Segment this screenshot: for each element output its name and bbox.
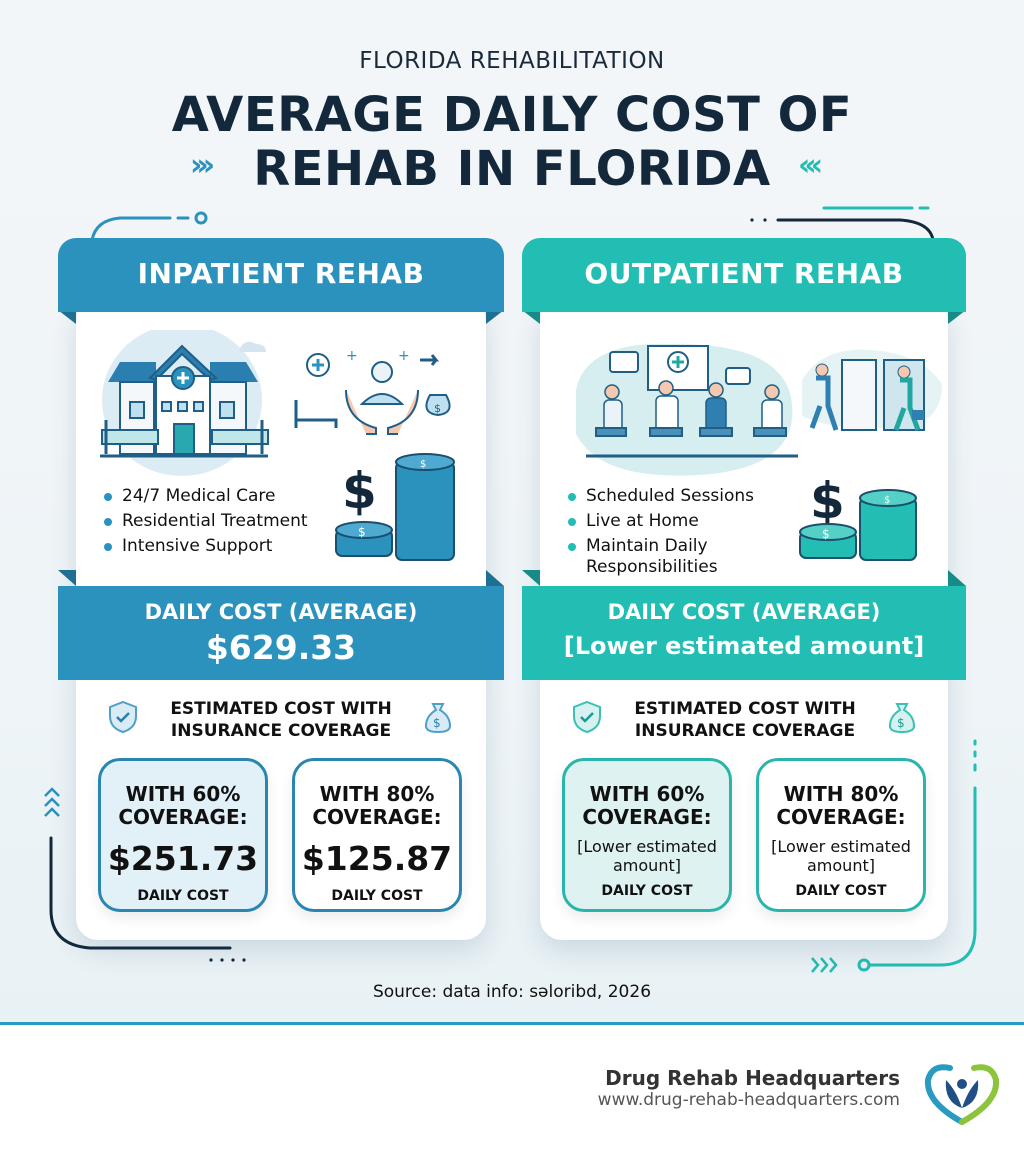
brand-block: Drug Rehab Headquarters www.drug-rehab-h… bbox=[598, 1066, 900, 1110]
coverage-label: COVERAGE: bbox=[312, 805, 442, 829]
insurance-section-title: ESTIMATED COST WITH INSURANCE COVERAGE bbox=[146, 698, 416, 742]
inpatient-title-banner: INPATIENT REHAB bbox=[58, 238, 504, 312]
coverage-caption: DAILY COST bbox=[331, 888, 423, 904]
coverage-caption: DAILY COST bbox=[137, 888, 229, 904]
coverage-caption: DAILY COST bbox=[795, 883, 887, 899]
coverage-amount: [Lower estimated amount] bbox=[577, 837, 717, 875]
inpatient-daily-cost-band: DAILY COST (AVERAGE) $629.33 bbox=[58, 586, 504, 680]
footer bbox=[0, 1025, 1024, 1154]
svg-text:$: $ bbox=[897, 716, 905, 730]
coverage-60-box: WITH 60% COVERAGE: $251.73 DAILY COST bbox=[98, 758, 268, 912]
outpatient-daily-cost-band: DAILY COST (AVERAGE) [Lower estimated am… bbox=[522, 586, 966, 680]
feature-item: Residential Treatment bbox=[104, 509, 308, 534]
coverage-amount: [Lower estimated amount] bbox=[771, 837, 911, 875]
ribbon-fold bbox=[58, 570, 76, 586]
coverage-label: COVERAGE: bbox=[582, 805, 712, 829]
coverage-60-box: WITH 60% COVERAGE: [Lower estimated amoun… bbox=[562, 758, 732, 912]
eyebrow-title: FLORIDA REHABILITATION bbox=[359, 48, 665, 74]
insurance-title-line2: INSURANCE COVERAGE bbox=[634, 721, 856, 741]
insurance-section-title: ESTIMATED COST WITH INSURANCE COVERAGE bbox=[610, 698, 880, 742]
svg-text:$: $ bbox=[342, 462, 377, 520]
coverage-label: COVERAGE: bbox=[776, 805, 906, 829]
ribbon-fold bbox=[948, 310, 966, 324]
ribbon-fold bbox=[522, 570, 540, 586]
svg-text:$: $ bbox=[433, 716, 441, 730]
page-title-line2: REHAB IN FLORIDA bbox=[253, 141, 771, 197]
footer-divider bbox=[0, 1022, 1024, 1025]
svg-text:$: $ bbox=[434, 402, 441, 415]
daily-cost-label: DAILY COST (AVERAGE) bbox=[144, 600, 418, 624]
coverage-amount: $251.73 bbox=[107, 839, 259, 878]
daily-cost-value: $629.33 bbox=[205, 628, 357, 667]
svg-text:+: + bbox=[346, 348, 358, 364]
coverage-caption: DAILY COST bbox=[601, 883, 693, 899]
insurance-title-line1: ESTIMATED COST WITH bbox=[170, 699, 392, 719]
inpatient-illustration: + + $ $ $ $ bbox=[100, 330, 455, 561]
outpatient-features-list: Scheduled Sessions Live at Home Maintain… bbox=[568, 484, 768, 578]
money-bag-icon: $ bbox=[424, 703, 452, 734]
brand-name: Drug Rehab Headquarters bbox=[605, 1066, 900, 1090]
feature-item: Scheduled Sessions bbox=[568, 484, 768, 509]
insurance-title-line1: ESTIMATED COST WITH bbox=[634, 699, 856, 719]
page-title-line1: AVERAGE DAILY COST OF bbox=[171, 87, 853, 143]
svg-text:$: $ bbox=[358, 525, 366, 539]
feature-item: 24/7 Medical Care bbox=[104, 484, 308, 509]
daily-cost-label: DAILY COST (AVERAGE) bbox=[607, 600, 881, 624]
coverage-label: WITH 80% bbox=[319, 782, 435, 806]
shield-check-icon bbox=[109, 700, 137, 734]
brand-url[interactable]: www.drug-rehab-headquarters.com bbox=[597, 1090, 900, 1110]
outpatient-illustration: $ $ $ bbox=[576, 343, 942, 561]
outpatient-title-banner: OUTPATIENT REHAB bbox=[522, 238, 966, 312]
feature-item: Live at Home bbox=[568, 509, 768, 534]
svg-text:$: $ bbox=[822, 527, 830, 541]
group-therapy-icon bbox=[576, 343, 798, 476]
svg-text:+: + bbox=[398, 348, 410, 364]
insurance-title-line2: INSURANCE COVERAGE bbox=[170, 721, 392, 741]
hospital-icon bbox=[100, 330, 269, 476]
coverage-label: WITH 60% bbox=[589, 782, 705, 806]
inpatient-features-list: 24/7 Medical Care Residential Treatment … bbox=[104, 484, 308, 559]
walking-people-icon bbox=[802, 349, 942, 431]
ribbon-fold bbox=[58, 310, 76, 324]
ribbon-fold bbox=[486, 310, 504, 324]
coverage-label: COVERAGE: bbox=[118, 805, 248, 829]
coverage-80-box: WITH 80% COVERAGE: $125.87 DAILY COST bbox=[292, 758, 462, 912]
ribbon-fold bbox=[948, 570, 966, 586]
shield-check-icon bbox=[573, 700, 601, 734]
svg-text:$: $ bbox=[420, 459, 426, 470]
coverage-80-box: WITH 80% COVERAGE: [Lower estimated amoun… bbox=[756, 758, 926, 912]
source-note: Source: data info: səloribd, 2026 bbox=[372, 982, 652, 1002]
feature-item: Maintain Daily Responsibilities bbox=[568, 534, 768, 578]
caregiver-hands-icon: + + $ bbox=[294, 348, 451, 435]
coin-stack-icon: $ $ $ bbox=[335, 453, 455, 561]
svg-text:$: $ bbox=[884, 495, 890, 506]
ribbon-fold bbox=[522, 310, 540, 324]
coverage-amount: $125.87 bbox=[301, 839, 453, 878]
coverage-label: WITH 80% bbox=[783, 782, 899, 806]
svg-text:$: $ bbox=[810, 472, 845, 530]
daily-cost-value: [Lower estimated amount] bbox=[563, 632, 925, 660]
coin-stack-icon: $ $ $ bbox=[799, 472, 917, 561]
coverage-label: WITH 60% bbox=[125, 782, 241, 806]
feature-item: Intensive Support bbox=[104, 534, 308, 559]
money-bag-icon: $ bbox=[888, 703, 916, 734]
ribbon-fold bbox=[486, 570, 504, 586]
brand-logo-icon bbox=[924, 1064, 1000, 1125]
